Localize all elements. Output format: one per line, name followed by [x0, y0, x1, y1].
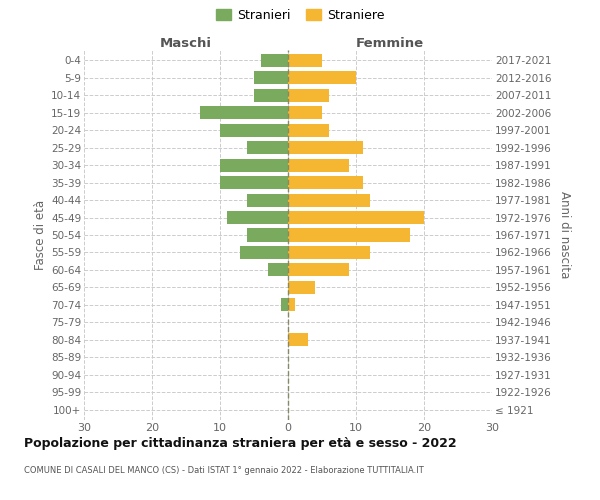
Bar [247, 194, 288, 206]
Bar [288, 158, 349, 172]
Bar [200, 106, 288, 120]
Bar [288, 333, 308, 346]
Bar [288, 54, 322, 67]
Bar [241, 246, 288, 259]
Bar [268, 264, 288, 276]
Bar [247, 141, 288, 154]
Bar [288, 264, 349, 276]
Bar [288, 281, 315, 294]
Text: COMUNE DI CASALI DEL MANCO (CS) - Dati ISTAT 1° gennaio 2022 - Elaborazione TUTT: COMUNE DI CASALI DEL MANCO (CS) - Dati I… [24, 466, 424, 475]
Bar [288, 194, 370, 206]
Bar [288, 106, 322, 120]
Bar [288, 141, 363, 154]
Bar [288, 72, 356, 85]
Bar [288, 246, 370, 259]
Legend: Stranieri, Straniere: Stranieri, Straniere [216, 8, 384, 22]
Bar [254, 89, 288, 102]
Bar [247, 228, 288, 241]
Bar [288, 124, 329, 137]
Bar [227, 211, 288, 224]
Bar [261, 54, 288, 67]
Bar [220, 176, 288, 189]
Bar [254, 72, 288, 85]
Bar [288, 298, 295, 312]
Text: Maschi: Maschi [160, 37, 212, 50]
Bar [288, 176, 363, 189]
Text: Femmine: Femmine [356, 37, 424, 50]
Bar [288, 228, 410, 241]
Y-axis label: Anni di nascita: Anni di nascita [558, 192, 571, 278]
Bar [288, 211, 424, 224]
Bar [281, 298, 288, 312]
Bar [288, 89, 329, 102]
Y-axis label: Fasce di età: Fasce di età [34, 200, 47, 270]
Bar [220, 158, 288, 172]
Bar [220, 124, 288, 137]
Text: Popolazione per cittadinanza straniera per età e sesso - 2022: Popolazione per cittadinanza straniera p… [24, 438, 457, 450]
